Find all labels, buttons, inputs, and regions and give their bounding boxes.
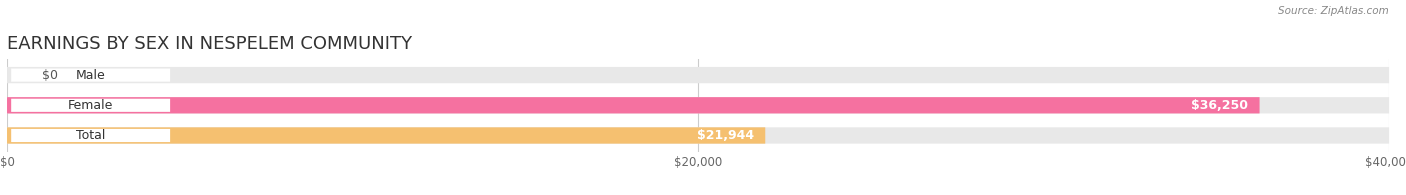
Text: Female: Female xyxy=(67,99,114,112)
FancyBboxPatch shape xyxy=(7,97,1260,113)
Text: Male: Male xyxy=(76,69,105,82)
FancyBboxPatch shape xyxy=(7,67,1389,83)
FancyBboxPatch shape xyxy=(11,99,170,112)
FancyBboxPatch shape xyxy=(11,68,170,82)
Text: Source: ZipAtlas.com: Source: ZipAtlas.com xyxy=(1278,6,1389,16)
Text: $36,250: $36,250 xyxy=(1191,99,1249,112)
FancyBboxPatch shape xyxy=(11,129,170,142)
Text: Total: Total xyxy=(76,129,105,142)
FancyBboxPatch shape xyxy=(7,127,765,144)
FancyBboxPatch shape xyxy=(7,97,1389,113)
Text: $0: $0 xyxy=(42,69,58,82)
Text: EARNINGS BY SEX IN NESPELEM COMMUNITY: EARNINGS BY SEX IN NESPELEM COMMUNITY xyxy=(7,35,412,53)
Text: $21,944: $21,944 xyxy=(697,129,754,142)
FancyBboxPatch shape xyxy=(7,127,1389,144)
